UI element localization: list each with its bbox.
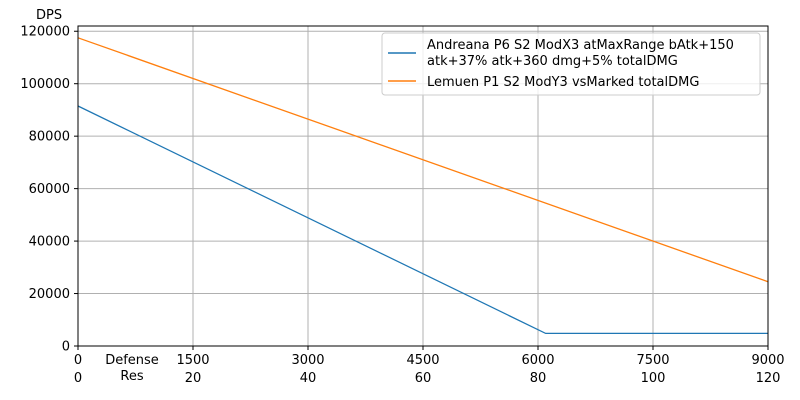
series-layer	[77, 37, 769, 335]
x-tick-label-defense: 0	[74, 353, 82, 368]
x-tick-label-res: 0	[74, 371, 82, 386]
x-tick-label-defense: 9000	[751, 353, 784, 368]
x-tick-label-defense: 4500	[406, 353, 439, 368]
y-tick-label: 60000	[29, 182, 70, 197]
x-tick-label-res: 120	[756, 371, 781, 386]
x-axis-label-defense: Defense	[105, 353, 159, 368]
x-tick-label-defense: 7500	[636, 353, 669, 368]
x-tick-label-res: 20	[185, 371, 202, 386]
legend-label-andreana-line1: Andreana P6 S2 ModX3 atMaxRange bAtk+150	[427, 38, 734, 53]
x-axis-label-res: Res	[120, 369, 143, 384]
y-tick-label: 0	[62, 340, 70, 355]
series-line-lemuen	[77, 37, 769, 283]
y-tick-label: 100000	[20, 77, 70, 92]
y-tick-label: 120000	[20, 25, 70, 40]
y-axis-label: DPS	[36, 8, 62, 23]
x-tick-label-res: 60	[415, 371, 432, 386]
legend: Andreana P6 S2 ModX3 atMaxRange bAtk+150…	[381, 32, 761, 96]
y-tick-label: 40000	[29, 235, 70, 250]
tick-layer: 0015002030004045006060008075001009000120…	[20, 25, 784, 386]
legend-box	[381, 32, 761, 96]
x-tick-label-res: 80	[530, 371, 547, 386]
series-line-andreana	[77, 105, 768, 335]
y-tick-label: 20000	[29, 287, 70, 302]
legend-label-andreana-line2: atk+37% atk+360 dmg+5% totalDMG	[427, 54, 678, 69]
x-tick-label-defense: 1500	[176, 353, 209, 368]
x-tick-label-defense: 6000	[521, 353, 554, 368]
x-tick-label-defense: 3000	[291, 353, 324, 368]
legend-label-lemuen: Lemuen P1 S2 ModY3 vsMarked totalDMG	[427, 75, 699, 90]
y-tick-label: 80000	[29, 130, 70, 145]
x-tick-label-res: 40	[300, 371, 317, 386]
x-tick-label-res: 100	[641, 371, 666, 386]
